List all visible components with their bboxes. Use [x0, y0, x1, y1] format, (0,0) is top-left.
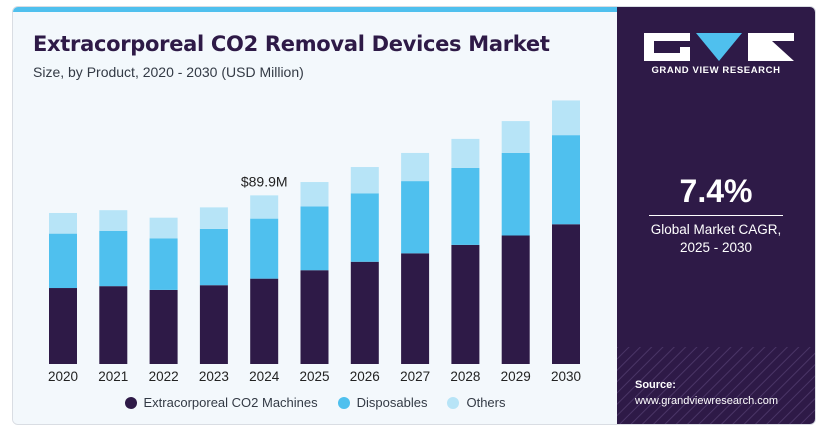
gvr-logo-icon	[644, 33, 794, 61]
bar-2023-series-1	[199, 228, 228, 286]
bar-2023-series-2	[199, 207, 228, 229]
bar-2028-series-2	[451, 138, 480, 168]
bar-2027-series-2	[401, 152, 430, 182]
bar-2029-series-0	[501, 235, 530, 364]
x-tick-2026: 2026	[350, 369, 380, 384]
source-link[interactable]: www.grandviewresearch.com	[635, 395, 779, 407]
bar-2025-series-1	[300, 206, 329, 271]
bar-2027-series-1	[401, 181, 430, 254]
cagr-value: 7.4%	[679, 173, 753, 209]
x-tick-2025: 2025	[299, 369, 329, 384]
infographic-card: Extracorporeal CO2 Removal Devices Marke…	[12, 6, 816, 425]
bar-2028-series-0	[451, 244, 480, 364]
bar-2020-series-1	[49, 233, 77, 289]
bar-2022-series-1	[149, 238, 178, 290]
bar-2027-series-0	[401, 253, 430, 364]
bar-2025-series-0	[300, 270, 329, 364]
accent-bar	[13, 7, 617, 12]
bar-2020-series-2	[49, 212, 77, 234]
x-tick-2021: 2021	[98, 369, 128, 384]
legend-label-machines: Extracorporeal CO2 Machines	[143, 395, 318, 410]
legend-swatch-disposables	[337, 396, 350, 409]
legend-swatch-machines	[124, 396, 137, 409]
bar-2030-series-0	[552, 224, 580, 364]
data-label-2024: $89.9M	[241, 173, 288, 189]
chart-title: Extracorporeal CO2 Removal Devices Marke…	[33, 32, 550, 56]
cagr-label: Global Market CAGR, 2025 - 2030	[617, 221, 815, 257]
x-tick-2029: 2029	[501, 369, 531, 384]
decorative-pattern	[617, 347, 815, 424]
x-tick-2020: 2020	[48, 369, 78, 384]
bar-2026-series-0	[350, 261, 379, 364]
cagr-label-line2: 2025 - 2030	[679, 240, 753, 255]
bar-2028-series-1	[451, 167, 480, 245]
bar-2021-series-2	[99, 210, 128, 231]
source-label: Source:	[635, 379, 676, 391]
bar-2024-series-0	[250, 278, 279, 364]
x-tick-2023: 2023	[199, 369, 229, 384]
bar-2026-series-2	[350, 167, 379, 194]
legend-label-others: Others	[466, 395, 506, 410]
legend: Extracorporeal CO2 Machines Disposables …	[13, 395, 617, 410]
x-tick-2027: 2027	[400, 369, 430, 384]
side-panel: GRAND VIEW RESEARCH 7.4% Global Market C…	[617, 7, 815, 424]
bar-2020-series-0	[49, 288, 77, 364]
bar-2022-series-2	[149, 217, 178, 239]
chart-subtitle: Size, by Product, 2020 - 2030 (USD Milli…	[33, 64, 304, 80]
cagr-divider	[649, 215, 783, 216]
bar-2022-series-0	[149, 289, 178, 364]
legend-item-disposables: Disposables	[337, 395, 428, 410]
brand-name: GRAND VIEW RESEARCH	[651, 65, 781, 76]
bar-2023-series-0	[199, 285, 228, 364]
x-tick-2028: 2028	[450, 369, 480, 384]
x-tick-2030: 2030	[551, 369, 581, 384]
bar-2021-series-1	[99, 230, 128, 287]
bar-2026-series-1	[350, 193, 379, 262]
legend-item-others: Others	[447, 395, 505, 410]
legend-swatch-others	[447, 396, 460, 409]
cagr-label-line1: Global Market CAGR,	[650, 222, 782, 237]
bar-2024-series-1	[250, 218, 279, 279]
bar-2029-series-2	[501, 121, 530, 153]
bar-2030-series-2	[552, 100, 580, 136]
bar-chart: 2020 2021 2022 2023 $89.9M 2024 2025 2026 2027 20…	[48, 100, 581, 384]
legend-item-machines: Extracorporeal CO2 Machines	[124, 395, 318, 410]
x-tick-2022: 2022	[149, 369, 179, 384]
x-tick-2024: 2024	[249, 369, 280, 384]
chart-area: Extracorporeal CO2 Removal Devices Marke…	[13, 12, 617, 424]
bar-2021-series-0	[99, 286, 128, 364]
bar-2025-series-2	[300, 182, 329, 207]
bar-2029-series-1	[501, 152, 530, 236]
legend-label-disposables: Disposables	[356, 395, 428, 410]
bar-2024-series-2	[250, 195, 279, 219]
bar-2030-series-1	[552, 135, 580, 225]
